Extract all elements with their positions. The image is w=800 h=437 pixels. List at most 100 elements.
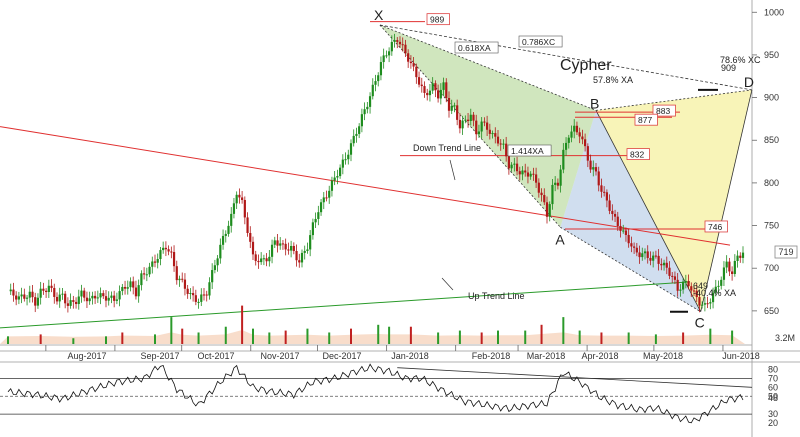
volume-bar — [105, 336, 107, 344]
candle-body — [728, 261, 731, 272]
candle-body — [496, 136, 500, 144]
level-label-989: 989 — [430, 15, 444, 25]
candle-body — [671, 275, 674, 277]
candle-body — [148, 266, 151, 275]
oscillator-tick-label: 20 — [768, 418, 778, 428]
candle-body — [393, 40, 396, 42]
candle-body — [366, 106, 369, 110]
candle-body — [322, 197, 325, 203]
xab-ratio-label-box — [454, 41, 499, 54]
candle-body — [428, 90, 432, 96]
pivot-d-label: D — [744, 74, 754, 90]
candle-body — [202, 294, 206, 296]
oscillator-tick-label: 80 — [768, 364, 778, 374]
candle-body — [306, 249, 309, 251]
candle-body — [257, 260, 260, 263]
candle-body — [578, 132, 581, 137]
candle-body — [349, 143, 353, 155]
candle-body — [417, 77, 421, 85]
candle-body — [77, 296, 80, 305]
y-tick-label: 950 — [764, 50, 779, 60]
candle-body — [649, 257, 652, 261]
volume-scale-label: 3.2M — [775, 333, 795, 343]
candle-body — [709, 302, 712, 304]
candle-body — [592, 167, 595, 170]
candle-body — [102, 293, 105, 297]
candle-body — [53, 287, 56, 297]
candle-body — [328, 190, 331, 198]
candle-body — [526, 172, 530, 177]
candle-body — [643, 251, 647, 254]
candle-body — [145, 274, 148, 276]
candle-body — [733, 260, 736, 274]
candle-body — [183, 279, 187, 289]
candle-body — [91, 295, 94, 299]
level-label-883: 883 — [656, 106, 670, 116]
candle-body — [466, 119, 470, 122]
edge-cd — [700, 89, 753, 312]
candle-body — [363, 109, 366, 115]
x-tick-label: Jan-2018 — [391, 351, 429, 361]
level-label-877: 877 — [638, 115, 652, 125]
candle-body — [641, 253, 644, 258]
candle-body — [61, 293, 64, 295]
candle-body — [23, 294, 26, 299]
chart-labels: X A B C D Cypher 989 883 877 832 746 0.618XA 0.786XC… — [374, 7, 761, 331]
candle-body — [140, 273, 143, 286]
candle-body — [692, 290, 696, 292]
candle-body — [507, 156, 510, 169]
candle-body — [58, 294, 61, 302]
candle-body — [235, 194, 238, 204]
candle-body — [25, 297, 29, 299]
d-ratio-label: 78.6% XC — [720, 55, 761, 65]
candle-body — [295, 251, 298, 261]
candle-body — [281, 243, 285, 245]
candle-body — [442, 82, 445, 90]
volume-bar — [328, 332, 331, 344]
candle-body — [123, 286, 127, 289]
candle-body — [238, 194, 241, 198]
candle-body — [456, 105, 459, 120]
candle-body — [339, 167, 342, 177]
last-price-box — [774, 245, 798, 259]
candle-body — [270, 244, 274, 257]
candle-body — [181, 278, 184, 280]
volume-bar — [682, 332, 685, 344]
x-tick-label: Apr-2018 — [581, 351, 618, 361]
candle-body — [556, 182, 559, 186]
candle-body — [292, 245, 295, 252]
candle-body — [241, 197, 244, 200]
volume-bar — [600, 332, 603, 344]
candle-body — [137, 285, 140, 297]
candle-body — [80, 290, 83, 297]
y-tick-label: 1000 — [764, 7, 784, 17]
candle-body — [85, 297, 89, 302]
candle-body — [126, 287, 129, 289]
candle-body — [336, 176, 339, 178]
candle-body — [211, 270, 214, 283]
candle-body — [170, 251, 173, 253]
down-trend-line — [0, 126, 731, 246]
candle-body — [360, 114, 363, 127]
candle-body — [156, 259, 159, 263]
candle-body — [605, 192, 608, 201]
candle-body — [608, 200, 611, 211]
candle-body — [398, 41, 402, 45]
candle-body — [676, 279, 679, 291]
candle-body — [616, 216, 619, 226]
candle-body — [714, 286, 717, 293]
candle-body — [72, 300, 75, 302]
candle-body — [298, 260, 301, 263]
candle-body — [374, 81, 377, 85]
pivot-a-label: A — [555, 231, 565, 247]
candle-body — [159, 250, 162, 260]
candle-body — [45, 290, 48, 293]
volume-bar — [7, 336, 9, 344]
candle-body — [559, 169, 562, 186]
volume-average-area — [0, 330, 745, 344]
candle-body — [575, 125, 579, 133]
candle-body — [600, 185, 603, 192]
candle-body — [458, 119, 461, 129]
candle-body — [619, 225, 622, 231]
candle-body — [325, 197, 328, 199]
